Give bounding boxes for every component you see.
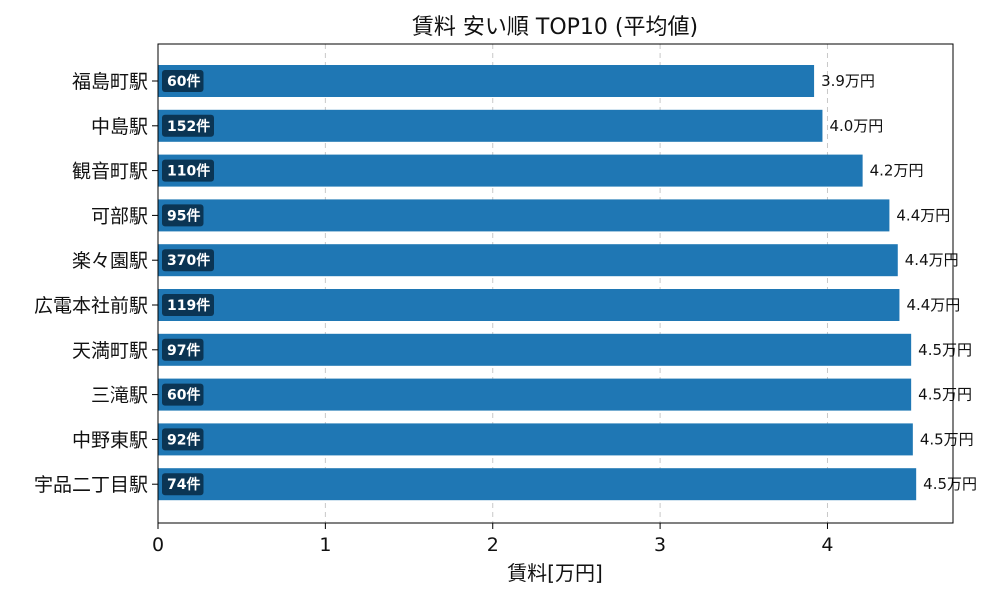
bar (158, 154, 863, 187)
count-badge (162, 428, 204, 451)
axis-layer: 0 1 2 3 4 福島町駅中島駅観音町駅可部駅楽々園駅広電本社前駅天満町駅三滝駅中野東駅… (34, 71, 834, 556)
bar (158, 199, 890, 232)
count-badge (162, 249, 214, 272)
bar (158, 468, 917, 501)
bar (158, 289, 900, 321)
value-label: 4.4万円 (905, 251, 959, 269)
y-tick-label: 可部駅 (91, 205, 148, 227)
y-tick-label: 天満町駅 (72, 340, 148, 362)
bar (158, 65, 815, 97)
bar (158, 378, 912, 411)
value-label: 4.4万円 (906, 296, 960, 314)
value-label: 3.9万円 (821, 72, 875, 90)
x-tick-label: 2 (487, 534, 499, 556)
bar (158, 423, 913, 456)
x-tick-label: 3 (654, 534, 666, 556)
plot-frame (157, 43, 954, 524)
value-label: 4.5万円 (918, 386, 972, 404)
y-tick-label: 広電本社前駅 (34, 295, 148, 317)
y-tick-label: 宇品二丁目駅 (34, 474, 148, 496)
count-badge (162, 383, 204, 406)
value-label: 4.5万円 (920, 430, 974, 448)
x-tick-label: 0 (152, 534, 164, 556)
count-badge (162, 294, 214, 316)
count-badge (162, 473, 204, 496)
count-label: 152件 (167, 118, 210, 135)
count-label: 74件 (167, 476, 200, 493)
bar (158, 109, 823, 142)
value-label: 4.4万円 (896, 206, 950, 224)
y-tick-label: 中野東駅 (72, 429, 148, 451)
y-tick-label: 三滝駅 (91, 385, 148, 407)
count-label: 92件 (167, 431, 200, 448)
chart-title: 賃料 安い順 TOP10 (平均値) (412, 15, 698, 40)
value-label: 4.2万円 (870, 162, 924, 180)
x-tick-label: 4 (821, 534, 833, 556)
count-badge (162, 159, 214, 182)
y-tick-label: 楽々園駅 (72, 250, 148, 272)
count-label: 60件 (167, 73, 200, 90)
count-badge (162, 338, 204, 361)
count-label: 119件 (167, 297, 210, 314)
y-tick-label: 福島町駅 (72, 71, 148, 93)
count-label: 95件 (167, 207, 200, 224)
bar-layer: 3.9万円 60件 4.0万円 152件 4.2万円 110件 4.4万円 95件 4.4万円 3… (158, 65, 977, 501)
count-badge (162, 114, 214, 137)
count-badge (162, 70, 204, 92)
y-tick-label: 観音町駅 (72, 161, 148, 183)
bar (158, 244, 898, 277)
value-label: 4.0万円 (829, 117, 883, 135)
value-label: 4.5万円 (918, 341, 972, 359)
count-label: 110件 (167, 163, 210, 180)
bar (158, 333, 912, 366)
count-label: 370件 (167, 252, 210, 269)
y-tick-label: 中島駅 (91, 116, 148, 138)
x-tick-label: 1 (319, 534, 331, 556)
x-axis-label: 賃料[万円] (507, 561, 603, 585)
value-label: 4.5万円 (923, 475, 977, 493)
count-label: 97件 (167, 342, 200, 359)
count-label: 60件 (167, 387, 200, 404)
count-badge (162, 204, 204, 227)
